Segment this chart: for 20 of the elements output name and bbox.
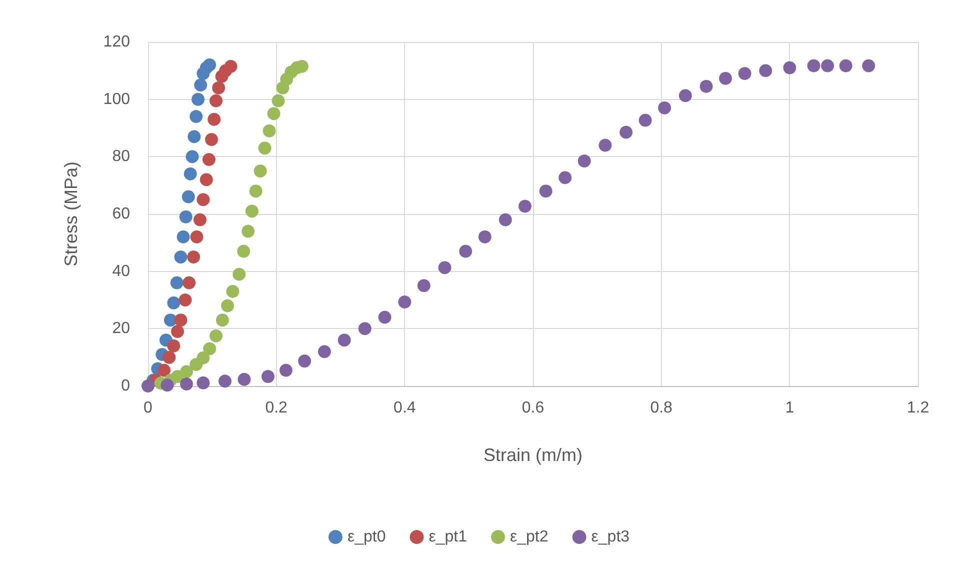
y-tick-label: 80 — [112, 148, 130, 166]
x-tick-label: 0 — [144, 400, 153, 416]
x-tick-label: 1 — [785, 400, 794, 416]
legend-label: ε_pt3 — [591, 528, 630, 546]
y-axis-title: Stress (MPa) — [61, 161, 81, 267]
y-tick-label: 100 — [103, 90, 130, 108]
x-tick-label: 0.4 — [394, 400, 416, 416]
x-tick-label: 0.8 — [650, 400, 673, 416]
legend-label: ε_pt2 — [510, 528, 548, 546]
legend-label: ε_pt0 — [347, 528, 386, 546]
x-axis-title: Strain (m/m) — [484, 445, 582, 465]
x-tick-label: 1.2 — [906, 400, 930, 416]
y-tick-label: 60 — [112, 206, 130, 222]
y-tick-label: 40 — [112, 262, 130, 280]
x-tick-label: 0.2 — [265, 400, 288, 416]
x-tick-label: 0.6 — [522, 400, 544, 416]
y-tick-label: 20 — [112, 320, 130, 338]
legend-label: ε_pt1 — [428, 528, 468, 546]
y-tick-label: 0 — [121, 378, 130, 394]
y-tick-label: 120 — [103, 34, 130, 50]
